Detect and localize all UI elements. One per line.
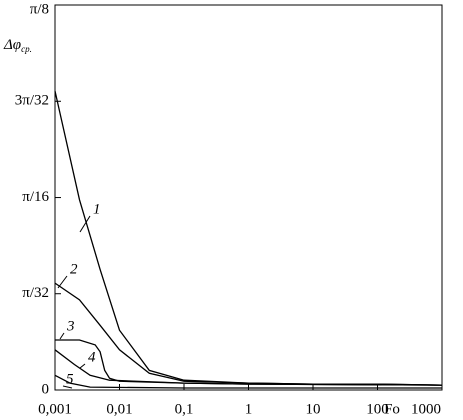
curve-label-leader <box>59 332 65 340</box>
y-axis-label: Δφср. <box>3 37 32 54</box>
x-tick-label: 0,1 <box>175 401 194 417</box>
series-line <box>54 374 442 389</box>
x-tick-label: 1000 <box>411 401 441 417</box>
x-tick-label: 0,01 <box>106 401 132 417</box>
y-tick-label: π/16 <box>22 189 49 205</box>
y-tick-label: 3π/32 <box>15 93 49 109</box>
x-tick-label: 0,001 <box>38 401 72 417</box>
curve-label-leader <box>79 363 86 369</box>
x-axis-label: Fo <box>384 401 400 417</box>
y-tick-label: 0 <box>42 381 50 397</box>
curve-label: 2 <box>70 261 78 277</box>
series-line <box>54 282 443 386</box>
y-tick-label: π/32 <box>22 285 49 301</box>
curve-label: 4 <box>88 349 96 365</box>
series-line <box>55 339 443 386</box>
curve-label: 3 <box>66 318 75 334</box>
plot-frame <box>54 4 443 391</box>
x-tick-label: 1 <box>245 401 253 417</box>
y-axis-label-sub: ср. <box>21 44 32 54</box>
curve-label-leader <box>57 275 68 289</box>
curve-label: 5 <box>66 371 74 387</box>
x-tick-label: 10 <box>306 401 321 417</box>
y-axis-label-main: Δφ <box>3 37 21 53</box>
series-line <box>54 349 443 386</box>
curve-label: 1 <box>93 201 101 217</box>
x-tick-label: 100 <box>366 401 389 417</box>
curve-label-leader <box>62 385 73 389</box>
curve-label-leader <box>79 215 91 233</box>
y-tick-label: π/8 <box>30 1 49 17</box>
